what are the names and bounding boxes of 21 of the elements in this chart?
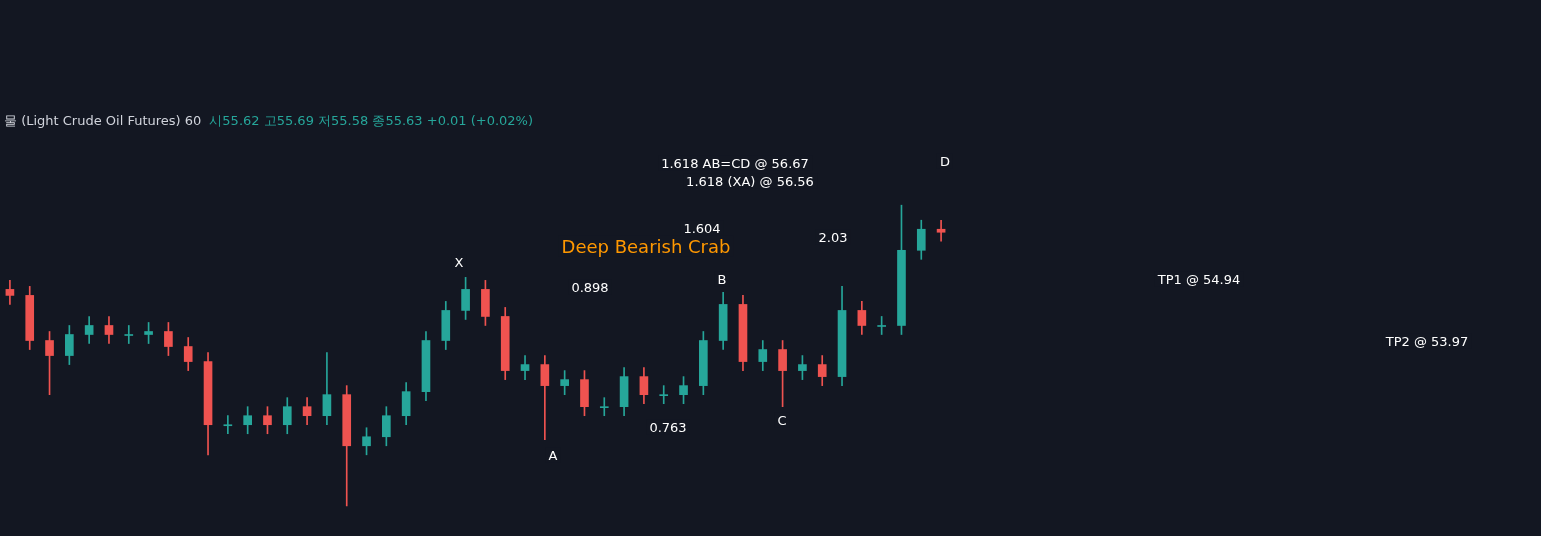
text: D bbox=[936, 153, 954, 169]
annotation: C bbox=[774, 412, 790, 428]
text: 1.618 AB=CD @ 56.67 bbox=[658, 155, 812, 171]
candlestick bbox=[599, 397, 609, 417]
annotation: A bbox=[545, 447, 561, 463]
annotation: 0.898 bbox=[568, 279, 612, 295]
text: TP2 @ 53.97 bbox=[1382, 333, 1472, 349]
candlestick bbox=[124, 325, 134, 344]
annotation: X bbox=[451, 254, 467, 270]
candlestick bbox=[936, 219, 946, 242]
text: 1.618 (XA) @ 56.56 bbox=[683, 173, 817, 189]
candlestick bbox=[659, 385, 669, 404]
annotation: 1.604 bbox=[680, 220, 724, 236]
annotation: B bbox=[714, 271, 730, 287]
annotation: 2.03 bbox=[815, 229, 851, 245]
annotation: Deep Bearish Crab bbox=[558, 235, 734, 257]
annotation: 0.763 bbox=[646, 419, 690, 435]
chart-title: 물 (Light Crude Oil Futures) 60 bbox=[4, 113, 202, 128]
candlestick bbox=[223, 415, 233, 435]
chart-subtitle: 시55.62 고55.69 저55.58 종55.63 +0.01 (+0.02%) bbox=[209, 113, 534, 128]
text: TP1 @ 54.94 bbox=[1154, 271, 1244, 287]
